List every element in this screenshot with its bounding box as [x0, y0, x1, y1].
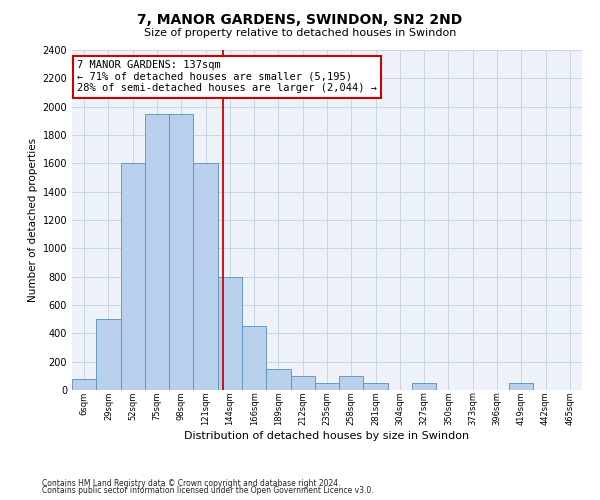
Text: Contains HM Land Registry data © Crown copyright and database right 2024.: Contains HM Land Registry data © Crown c… [42, 478, 341, 488]
Bar [145, 114, 169, 390]
Bar [242, 326, 266, 390]
Bar [218, 276, 242, 390]
Text: 7 MANOR GARDENS: 137sqm
← 71% of detached houses are smaller (5,195)
28% of semi: 7 MANOR GARDENS: 137sqm ← 71% of detache… [77, 60, 377, 94]
Text: Size of property relative to detached houses in Swindon: Size of property relative to detached ho… [144, 28, 456, 38]
Text: Contains public sector information licensed under the Open Government Licence v3: Contains public sector information licen… [42, 486, 374, 495]
Bar [290, 376, 315, 390]
X-axis label: Distribution of detached houses by size in Swindon: Distribution of detached houses by size … [184, 431, 470, 441]
Bar [193, 164, 218, 390]
Bar [364, 383, 388, 390]
Bar [121, 164, 145, 390]
Bar [509, 383, 533, 390]
Bar [96, 319, 121, 390]
Bar [72, 380, 96, 390]
Bar [315, 383, 339, 390]
Text: 7, MANOR GARDENS, SWINDON, SN2 2ND: 7, MANOR GARDENS, SWINDON, SN2 2ND [137, 12, 463, 26]
Bar [412, 383, 436, 390]
Bar [266, 369, 290, 390]
Bar [169, 114, 193, 390]
Bar [339, 376, 364, 390]
Y-axis label: Number of detached properties: Number of detached properties [28, 138, 38, 302]
